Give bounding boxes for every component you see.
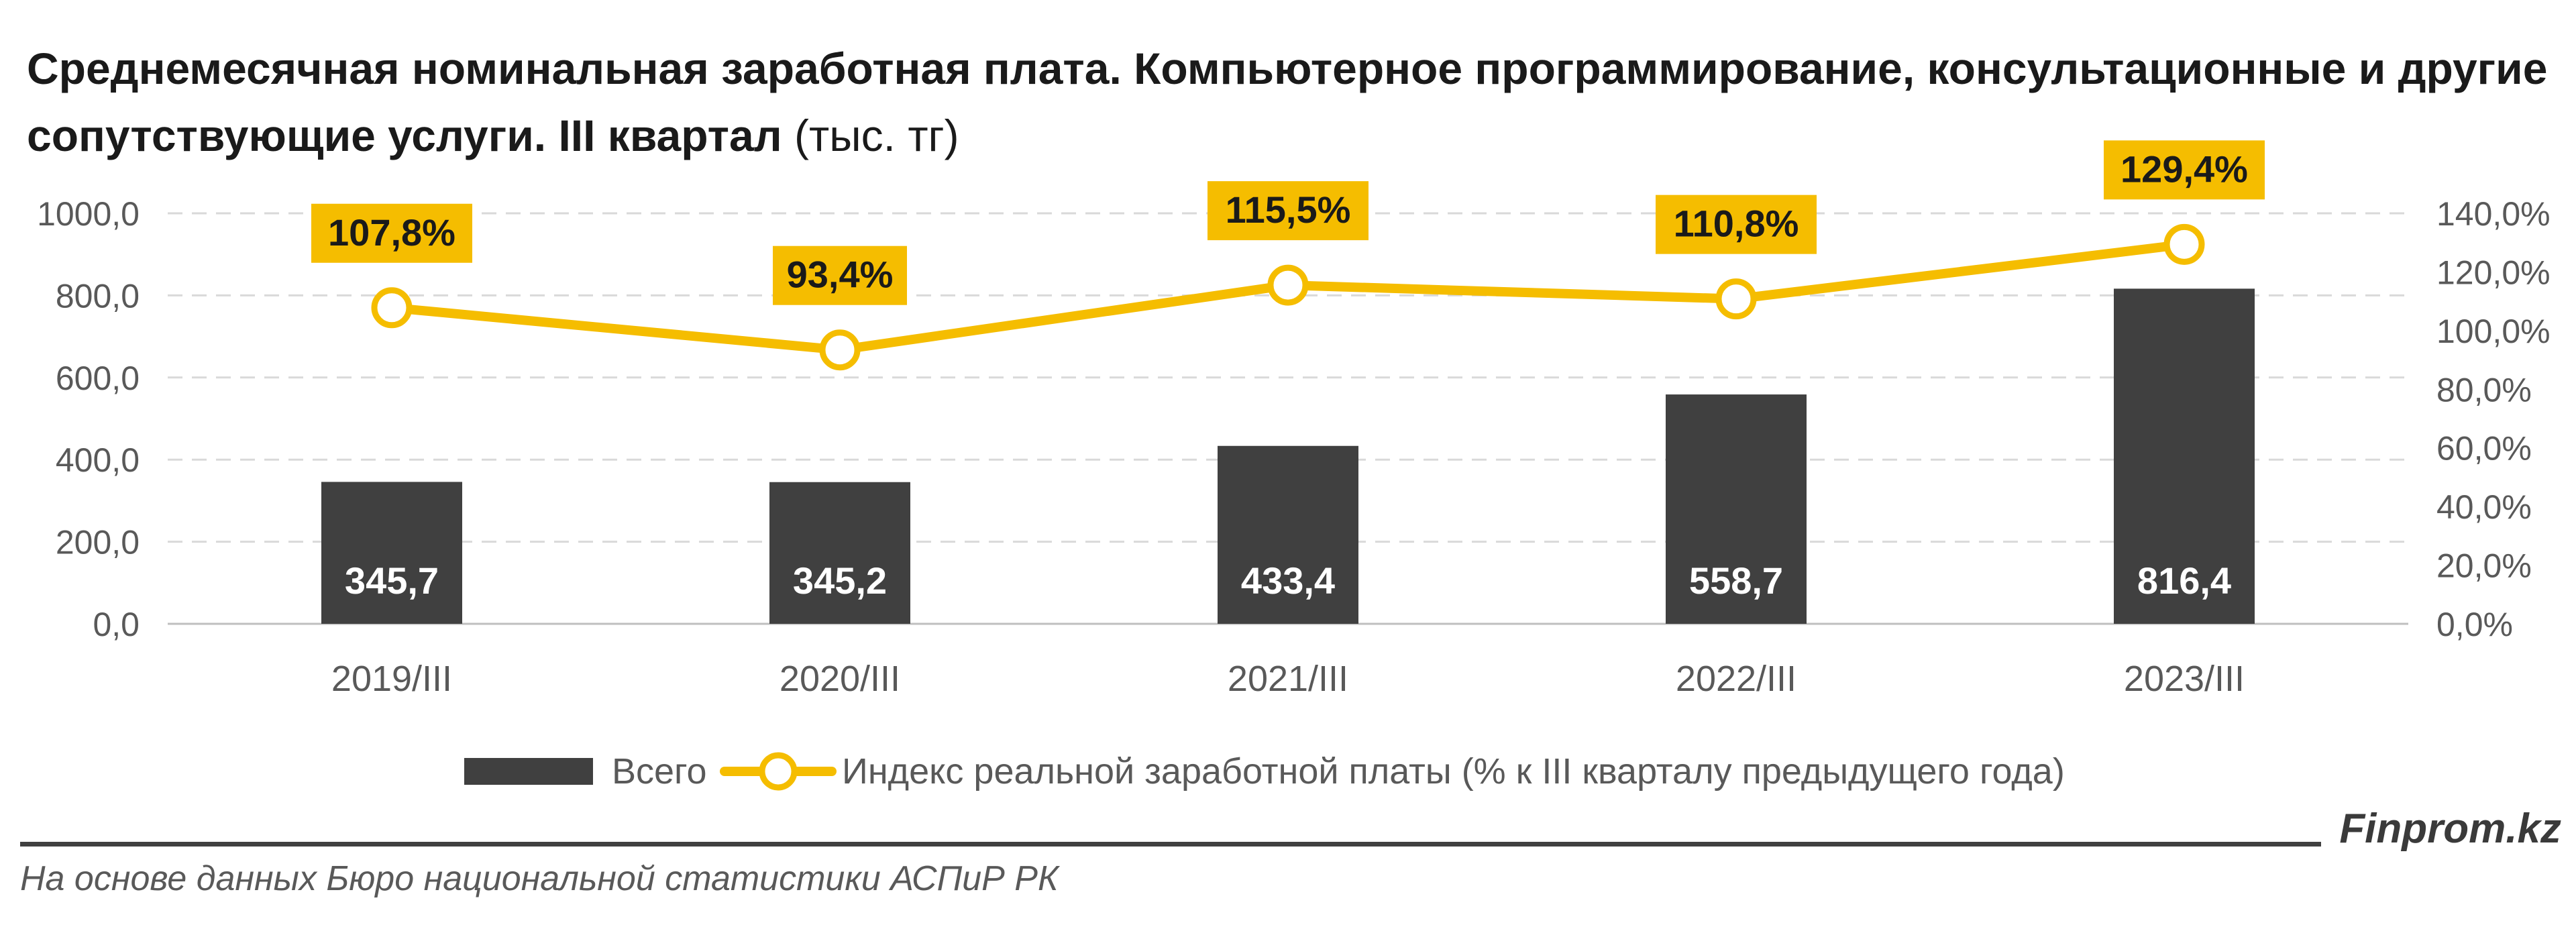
legend-swatch-point — [759, 752, 798, 791]
line-label-bg — [2104, 140, 2265, 200]
y-right-tick-label: 100,0% — [2436, 313, 2551, 350]
bar-2020/III — [769, 482, 910, 624]
y-left-tick-label: 200,0 — [56, 524, 140, 561]
chart-title-main: Среднемесячная номинальная заработная пл… — [27, 44, 2548, 160]
y-right-tick-label: 20,0% — [2436, 547, 2532, 585]
footer-divider — [20, 842, 2321, 847]
line-label-bg — [1656, 195, 1817, 254]
line-data-label: 129,4% — [2121, 148, 2248, 190]
combo-chart: 0,0 200,0 400,0 600,0 800,0 1000,0 0,0% 20,0% 40… — [37, 140, 2551, 792]
line-label-bg — [773, 246, 907, 305]
bar-data-label: 816,4 — [2137, 559, 2231, 602]
x-tick-label: 2019/III — [331, 659, 452, 699]
chart-title: Среднемесячная номинальная заработная пл… — [27, 35, 2549, 169]
y-left-tick-label: 0,0 — [93, 606, 140, 643]
bar-2019/III — [321, 482, 462, 624]
source-note: На основе данных Бюро национальной стати… — [20, 859, 1059, 898]
y-left-tick-label: 600,0 — [56, 360, 140, 397]
legend-label-bar: Всего — [612, 751, 707, 792]
x-tick-label: 2022/III — [1676, 659, 1796, 699]
y-left-tick-label: 400,0 — [56, 441, 140, 479]
legend-label-line: Индекс реальной заработной платы (% к II… — [842, 751, 2065, 792]
line-point — [1267, 264, 1309, 306]
bar-data-label: 433,4 — [1241, 559, 1335, 602]
y-right-tick-label: 140,0% — [2436, 195, 2551, 233]
y-right-tick-label: 120,0% — [2436, 254, 2551, 291]
line-data-label: 110,8% — [1674, 203, 1799, 245]
x-tick-label: 2023/III — [2124, 659, 2245, 699]
bar-data-label: 345,7 — [345, 559, 439, 602]
y-right-tick-label: 0,0% — [2436, 606, 2513, 643]
line-data-label: 115,5% — [1226, 188, 1351, 231]
line-label-bg — [311, 203, 472, 263]
bar-data-label: 558,7 — [1689, 559, 1783, 602]
y-left-tick-label: 800,0 — [56, 277, 140, 315]
y-right-tick-label: 80,0% — [2436, 371, 2532, 408]
line-point — [371, 287, 413, 329]
bar-2023/III — [2114, 288, 2255, 624]
line-point — [1715, 278, 1757, 320]
chart-title-unit: (тыс. тг) — [794, 111, 959, 160]
bar-2021/III — [1218, 445, 1358, 624]
line-point — [819, 329, 861, 371]
y-left-tick-label: 1000,0 — [37, 195, 140, 233]
line-label-bg — [1208, 181, 1368, 241]
brand-logo-text: Finprom.kz — [2339, 806, 2561, 852]
bar-2022/III — [1666, 394, 1807, 624]
bar-data-label: 345,2 — [793, 559, 887, 602]
line-data-label: 93,4% — [787, 254, 894, 296]
y-right-tick-label: 40,0% — [2436, 488, 2532, 526]
x-tick-label: 2020/III — [780, 659, 900, 699]
x-tick-label: 2021/III — [1228, 659, 1348, 699]
y-right-tick-label: 60,0% — [2436, 430, 2532, 468]
line-data-label: 107,8% — [328, 211, 455, 254]
line-point — [2163, 223, 2205, 265]
legend-swatch-bar — [464, 758, 593, 785]
